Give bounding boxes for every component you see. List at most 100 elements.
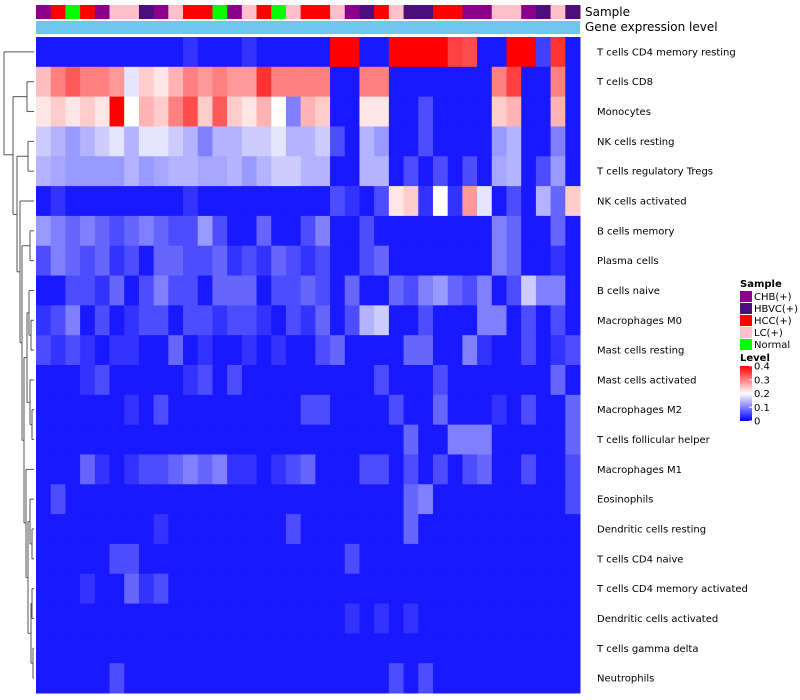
row-label: T cells CD4 memory resting — [596, 47, 736, 58]
heatmap-cell — [330, 37, 346, 68]
heatmap-cell — [506, 484, 522, 515]
heatmap-cell — [256, 394, 272, 426]
heatmap-cell — [300, 424, 316, 455]
heatmap-cell — [521, 573, 537, 605]
heatmap-cell — [447, 245, 463, 277]
heatmap-cell — [36, 603, 52, 634]
heatmap-cell — [403, 514, 419, 545]
heatmap-cell — [94, 424, 111, 455]
heatmap-cell — [447, 215, 463, 247]
heatmap-cell — [521, 514, 537, 545]
heatmap-cell — [285, 305, 302, 336]
heatmap-cell — [535, 514, 552, 545]
heatmap-cell — [447, 663, 463, 694]
heatmap-cell — [212, 66, 228, 98]
heatmap-cell — [418, 603, 434, 634]
heatmap-cell — [550, 633, 566, 664]
heatmap-cell — [124, 603, 140, 634]
heatmap-cell — [359, 484, 375, 515]
heatmap-cell — [521, 245, 537, 277]
heatmap-cell — [241, 573, 258, 605]
expression-track-label: Gene expression level — [585, 20, 718, 34]
heatmap-cell — [65, 335, 81, 366]
legend-swatch — [740, 291, 752, 302]
heatmap-cell — [432, 305, 449, 336]
heatmap-cell — [506, 126, 522, 157]
heatmap-cell — [403, 186, 419, 217]
heatmap-cell — [36, 186, 52, 217]
heatmap-cell — [432, 156, 449, 187]
heatmap-cell — [374, 454, 390, 485]
heatmap-cell — [535, 275, 552, 306]
heatmap-cell — [271, 245, 287, 277]
heatmap-cell — [168, 335, 184, 366]
heatmap-cell — [109, 275, 125, 306]
sample-annotation-cell — [432, 5, 449, 19]
heatmap-cell — [535, 335, 552, 366]
heatmap-cell — [94, 245, 111, 277]
heatmap-cell — [300, 573, 316, 605]
heatmap-cell — [241, 215, 258, 247]
heatmap-cell — [315, 454, 331, 485]
heatmap-cell — [477, 603, 493, 634]
sample-annotation-cell — [65, 5, 81, 19]
sample-annotation-track — [36, 5, 581, 19]
heatmap-cell — [535, 186, 552, 217]
heatmap-cell — [374, 156, 390, 187]
heatmap-cell — [183, 126, 199, 157]
heatmap-cell — [271, 394, 287, 426]
heatmap-cell — [447, 514, 463, 545]
heatmap-cell — [491, 514, 507, 545]
heatmap-cell — [241, 275, 258, 306]
heatmap-cell — [285, 335, 302, 366]
heatmap-cell — [344, 424, 360, 455]
heatmap-cell — [374, 603, 390, 634]
heatmap-cell — [550, 573, 566, 605]
heatmap-cell — [491, 484, 507, 515]
heatmap-cell — [388, 275, 405, 306]
sample-annotation-cell — [491, 5, 507, 19]
heatmap-cell — [344, 126, 360, 157]
heatmap-cell — [565, 96, 581, 127]
heatmap-cell — [285, 156, 302, 187]
heatmap-cell — [65, 215, 81, 247]
heatmap-cell — [521, 275, 537, 306]
heatmap-cell — [521, 96, 537, 127]
heatmap-cell — [36, 514, 52, 545]
heatmap-cell — [447, 66, 463, 98]
heatmap-cell — [168, 305, 184, 336]
heatmap-cell — [227, 245, 243, 277]
sample-annotation-cell — [374, 5, 390, 19]
heatmap-cell — [300, 484, 316, 515]
heatmap-cell — [124, 66, 140, 98]
heatmap-cell — [359, 335, 375, 366]
heatmap-cell — [447, 394, 463, 426]
heatmap-cell — [271, 126, 287, 157]
heatmap-cell — [109, 543, 125, 575]
heatmap-cell — [506, 365, 522, 396]
sample-annotation-cell — [36, 5, 52, 19]
heatmap-cell — [256, 66, 272, 98]
heatmap-cell — [359, 186, 375, 217]
row-label: Macrophages M1 — [597, 465, 682, 476]
heatmap-cell — [124, 37, 140, 68]
heatmap-cell — [388, 126, 405, 157]
row-label: T cells CD8 — [596, 77, 653, 88]
heatmap-cell — [462, 215, 478, 247]
heatmap-cell — [241, 514, 258, 545]
heatmap-cell — [462, 514, 478, 545]
heatmap-cell — [535, 305, 552, 336]
heatmap-cell — [271, 633, 287, 664]
heatmap-cell — [535, 663, 552, 694]
heatmap-cell — [374, 484, 390, 515]
heatmap-cell — [506, 156, 522, 187]
heatmap-cell — [359, 514, 375, 545]
heatmap-cell — [212, 633, 228, 664]
heatmap-cell — [359, 603, 375, 634]
heatmap-cell — [300, 633, 316, 664]
heatmap-cell — [462, 335, 478, 366]
heatmap-cell — [418, 186, 434, 217]
heatmap-cell — [359, 633, 375, 664]
row-labels: T cells CD4 memory resting T cells CD8 Mon… — [596, 47, 748, 684]
